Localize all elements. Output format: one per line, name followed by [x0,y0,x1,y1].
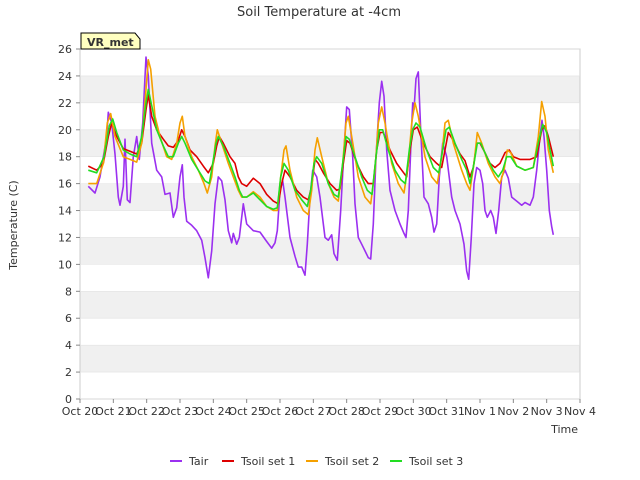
x-tick-label: Oct 29 [362,405,399,418]
x-tick-label: Oct 22 [128,405,165,418]
x-axis-label: Time [550,423,578,436]
x-tick-label: Oct 20 [62,405,99,418]
y-tick-label: 20 [58,124,72,137]
grid-band [80,75,580,103]
y-tick-label: 26 [58,43,72,56]
series-line-4 [88,88,555,210]
y-tick-label: 0 [65,393,72,406]
x-tick-label: Oct 27 [295,405,332,418]
y-tick-label: 16 [58,178,72,191]
y-tick-label: 22 [58,97,72,110]
x-tick-label: Oct 31 [428,405,465,418]
legend-item-4: Tsoil set 3 [390,455,463,468]
legend-label: Tair [188,455,209,468]
legend: Tair Tsoil set 1 Tsoil set 2 Tsoil set 3 [170,455,463,468]
vr-met-badge: VR_met [80,32,141,50]
legend-item-1: Tair [170,455,209,468]
grid-band [80,237,580,265]
y-tick-label: 10 [58,258,72,271]
y-axis-label: Temperature (C) [7,180,20,270]
legend-label: Tsoil set 3 [408,455,463,468]
x-tick-label: Nov 3 [531,405,563,418]
y-tick-label: 2 [65,366,72,379]
y-tick-label: 14 [58,205,72,218]
series-lines [87,56,555,280]
grid-band [80,345,580,373]
legend-item-2: Tsoil set 1 [222,455,295,468]
legend-label: Tsoil set 1 [240,455,295,468]
x-tick-label: Nov 4 [564,405,596,418]
series-line-1 [87,56,555,280]
y-tick-label: 12 [58,231,72,244]
legend-item-3: Tsoil set 2 [306,455,379,468]
x-tick-label: Oct 25 [228,405,265,418]
x-tick-label: Nov 2 [497,405,529,418]
x-tick-label: Oct 24 [195,405,232,418]
y-tick-label: 4 [65,339,72,352]
x-tick-label: Nov 1 [464,405,496,418]
legend-label: Tsoil set 2 [324,455,379,468]
grid-band [80,291,580,319]
x-tick-label: Oct 26 [262,405,299,418]
badge-label: VR_met [87,36,134,49]
y-tick-label: 18 [58,151,72,164]
x-tick-label: Oct 30 [395,405,432,418]
chart-title: Soil Temperature at -4cm [237,5,401,20]
x-tick-label: Oct 28 [328,405,365,418]
y-tick-label: 24 [58,70,72,83]
y-tick-label: 6 [65,312,72,325]
y-tick-label: 8 [65,285,72,298]
x-tick-label: Oct 21 [95,405,132,418]
x-tick-label: Oct 23 [162,405,199,418]
grid-band [80,129,580,157]
